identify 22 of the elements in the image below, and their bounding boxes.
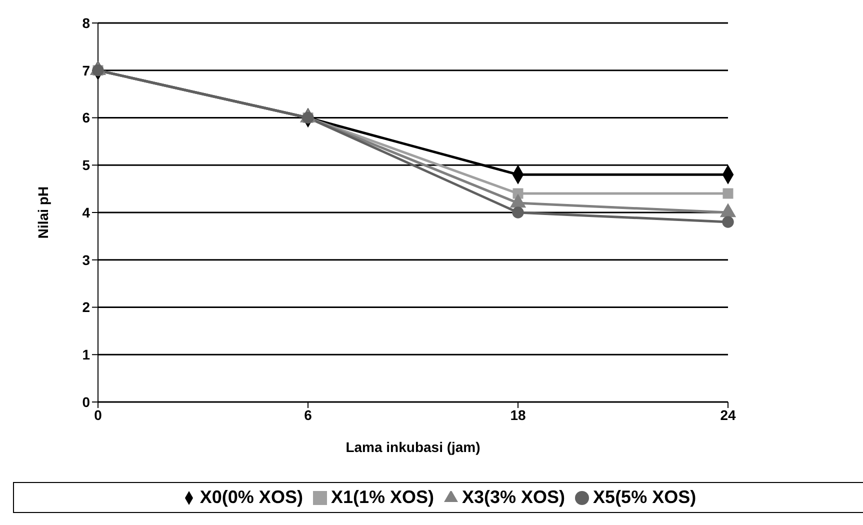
y-tick-label: 8 [82,14,90,31]
y-tick-label: 2 [82,299,90,316]
x-tick-label: 0 [94,406,102,423]
y-tick-label: 4 [82,204,90,220]
legend-label: X1(1% XOS) [330,487,434,507]
legend-label: X0(0% XOS) [200,487,303,507]
point [722,216,734,228]
point [722,188,734,199]
legend-label: X3(3% XOS) [462,487,566,507]
point [512,206,524,218]
y-tick-label: 5 [82,157,90,174]
x-tick-label: 18 [510,406,526,423]
y-axis-title: Nilai pH [34,186,51,239]
x-tick-label: 6 [304,406,312,423]
y-tick-label: 7 [82,62,90,78]
legend-label: X5(5% XOS) [593,487,696,507]
x-axis-title: Lama inkubasi (jam) [346,439,480,455]
x-tick-label: 24 [720,406,736,423]
y-tick-label: 0 [82,394,90,410]
y-tick-label: 3 [82,252,90,268]
y-tick-label: 6 [82,110,90,126]
y-tick-label: 1 [82,346,90,363]
